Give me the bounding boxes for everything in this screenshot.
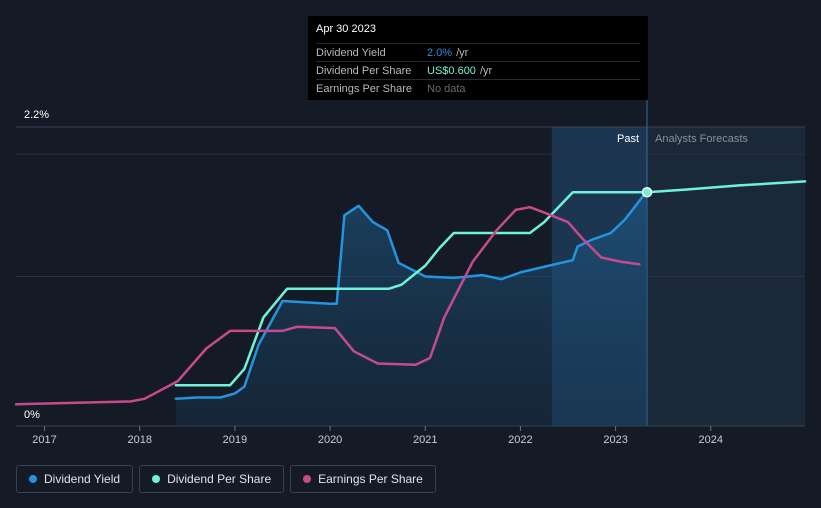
y-axis-bottom-label: 0%	[24, 409, 40, 421]
legend-label: Dividend Per Share	[167, 472, 272, 486]
tooltip-row-earnings-per-share: Earnings Per Share No data	[316, 79, 640, 97]
x-tick-label: 2021	[413, 434, 437, 446]
tooltip-row-dividend-yield: Dividend Yield 2.0% /yr	[316, 43, 640, 61]
tooltip-value: US$0.600	[427, 64, 476, 77]
legend-dot-icon	[29, 475, 37, 483]
x-tick-label: 2024	[699, 434, 723, 446]
series-line-dividend-per-share	[174, 180, 807, 387]
past-label: Past	[617, 133, 639, 145]
tooltip-value: No data	[427, 82, 466, 95]
x-tick-label: 2020	[318, 434, 342, 446]
tooltip: Apr 30 2023 Dividend Yield 2.0% /yr Divi…	[308, 16, 648, 100]
x-tick-label: 2017	[32, 434, 56, 446]
x-tick-label: 2018	[127, 434, 151, 446]
series-line-earnings-per-share	[14, 205, 641, 406]
legend-label: Dividend Yield	[44, 472, 121, 486]
tooltip-label: Dividend Per Share	[316, 64, 412, 77]
tooltip-label: Dividend Yield	[316, 46, 386, 59]
hover-marker	[641, 186, 653, 198]
legend-item-earnings-per-share[interactable]: Earnings Per Share	[290, 465, 436, 493]
x-tick-label: 2023	[603, 434, 627, 446]
x-tick-label: 2022	[508, 434, 532, 446]
legend: Dividend Yield Dividend Per Share Earnin…	[16, 465, 436, 493]
legend-item-dividend-yield[interactable]: Dividend Yield	[16, 465, 134, 493]
tooltip-row-dividend-per-share: Dividend Per Share US$0.600 /yr	[316, 61, 640, 79]
legend-dot-icon	[303, 475, 312, 483]
tooltip-unit: /yr	[479, 64, 493, 77]
x-tick-label: 2019	[223, 434, 247, 446]
y-axis-top-label: 2.2%	[24, 109, 49, 121]
tooltip-date: Apr 30 2023	[316, 23, 376, 35]
tooltip-label: Earnings Per Share	[316, 82, 412, 95]
legend-label: Earnings Per Share	[318, 472, 423, 486]
legend-dot-icon	[152, 475, 161, 483]
tooltip-unit: /yr	[456, 46, 469, 59]
tooltip-value: 2.0%	[427, 46, 453, 59]
forecast-label: Analysts Forecasts	[655, 133, 748, 145]
legend-item-dividend-per-share[interactable]: Dividend Per Share	[139, 465, 285, 493]
series-area-dividend-yield	[175, 190, 647, 426]
chart-area: 2.2% 0% 2017 2018 2019 2020 2021 2022 2023 2024 Pa…	[14, 16, 807, 446]
series-line-dividend-yield	[174, 189, 649, 401]
